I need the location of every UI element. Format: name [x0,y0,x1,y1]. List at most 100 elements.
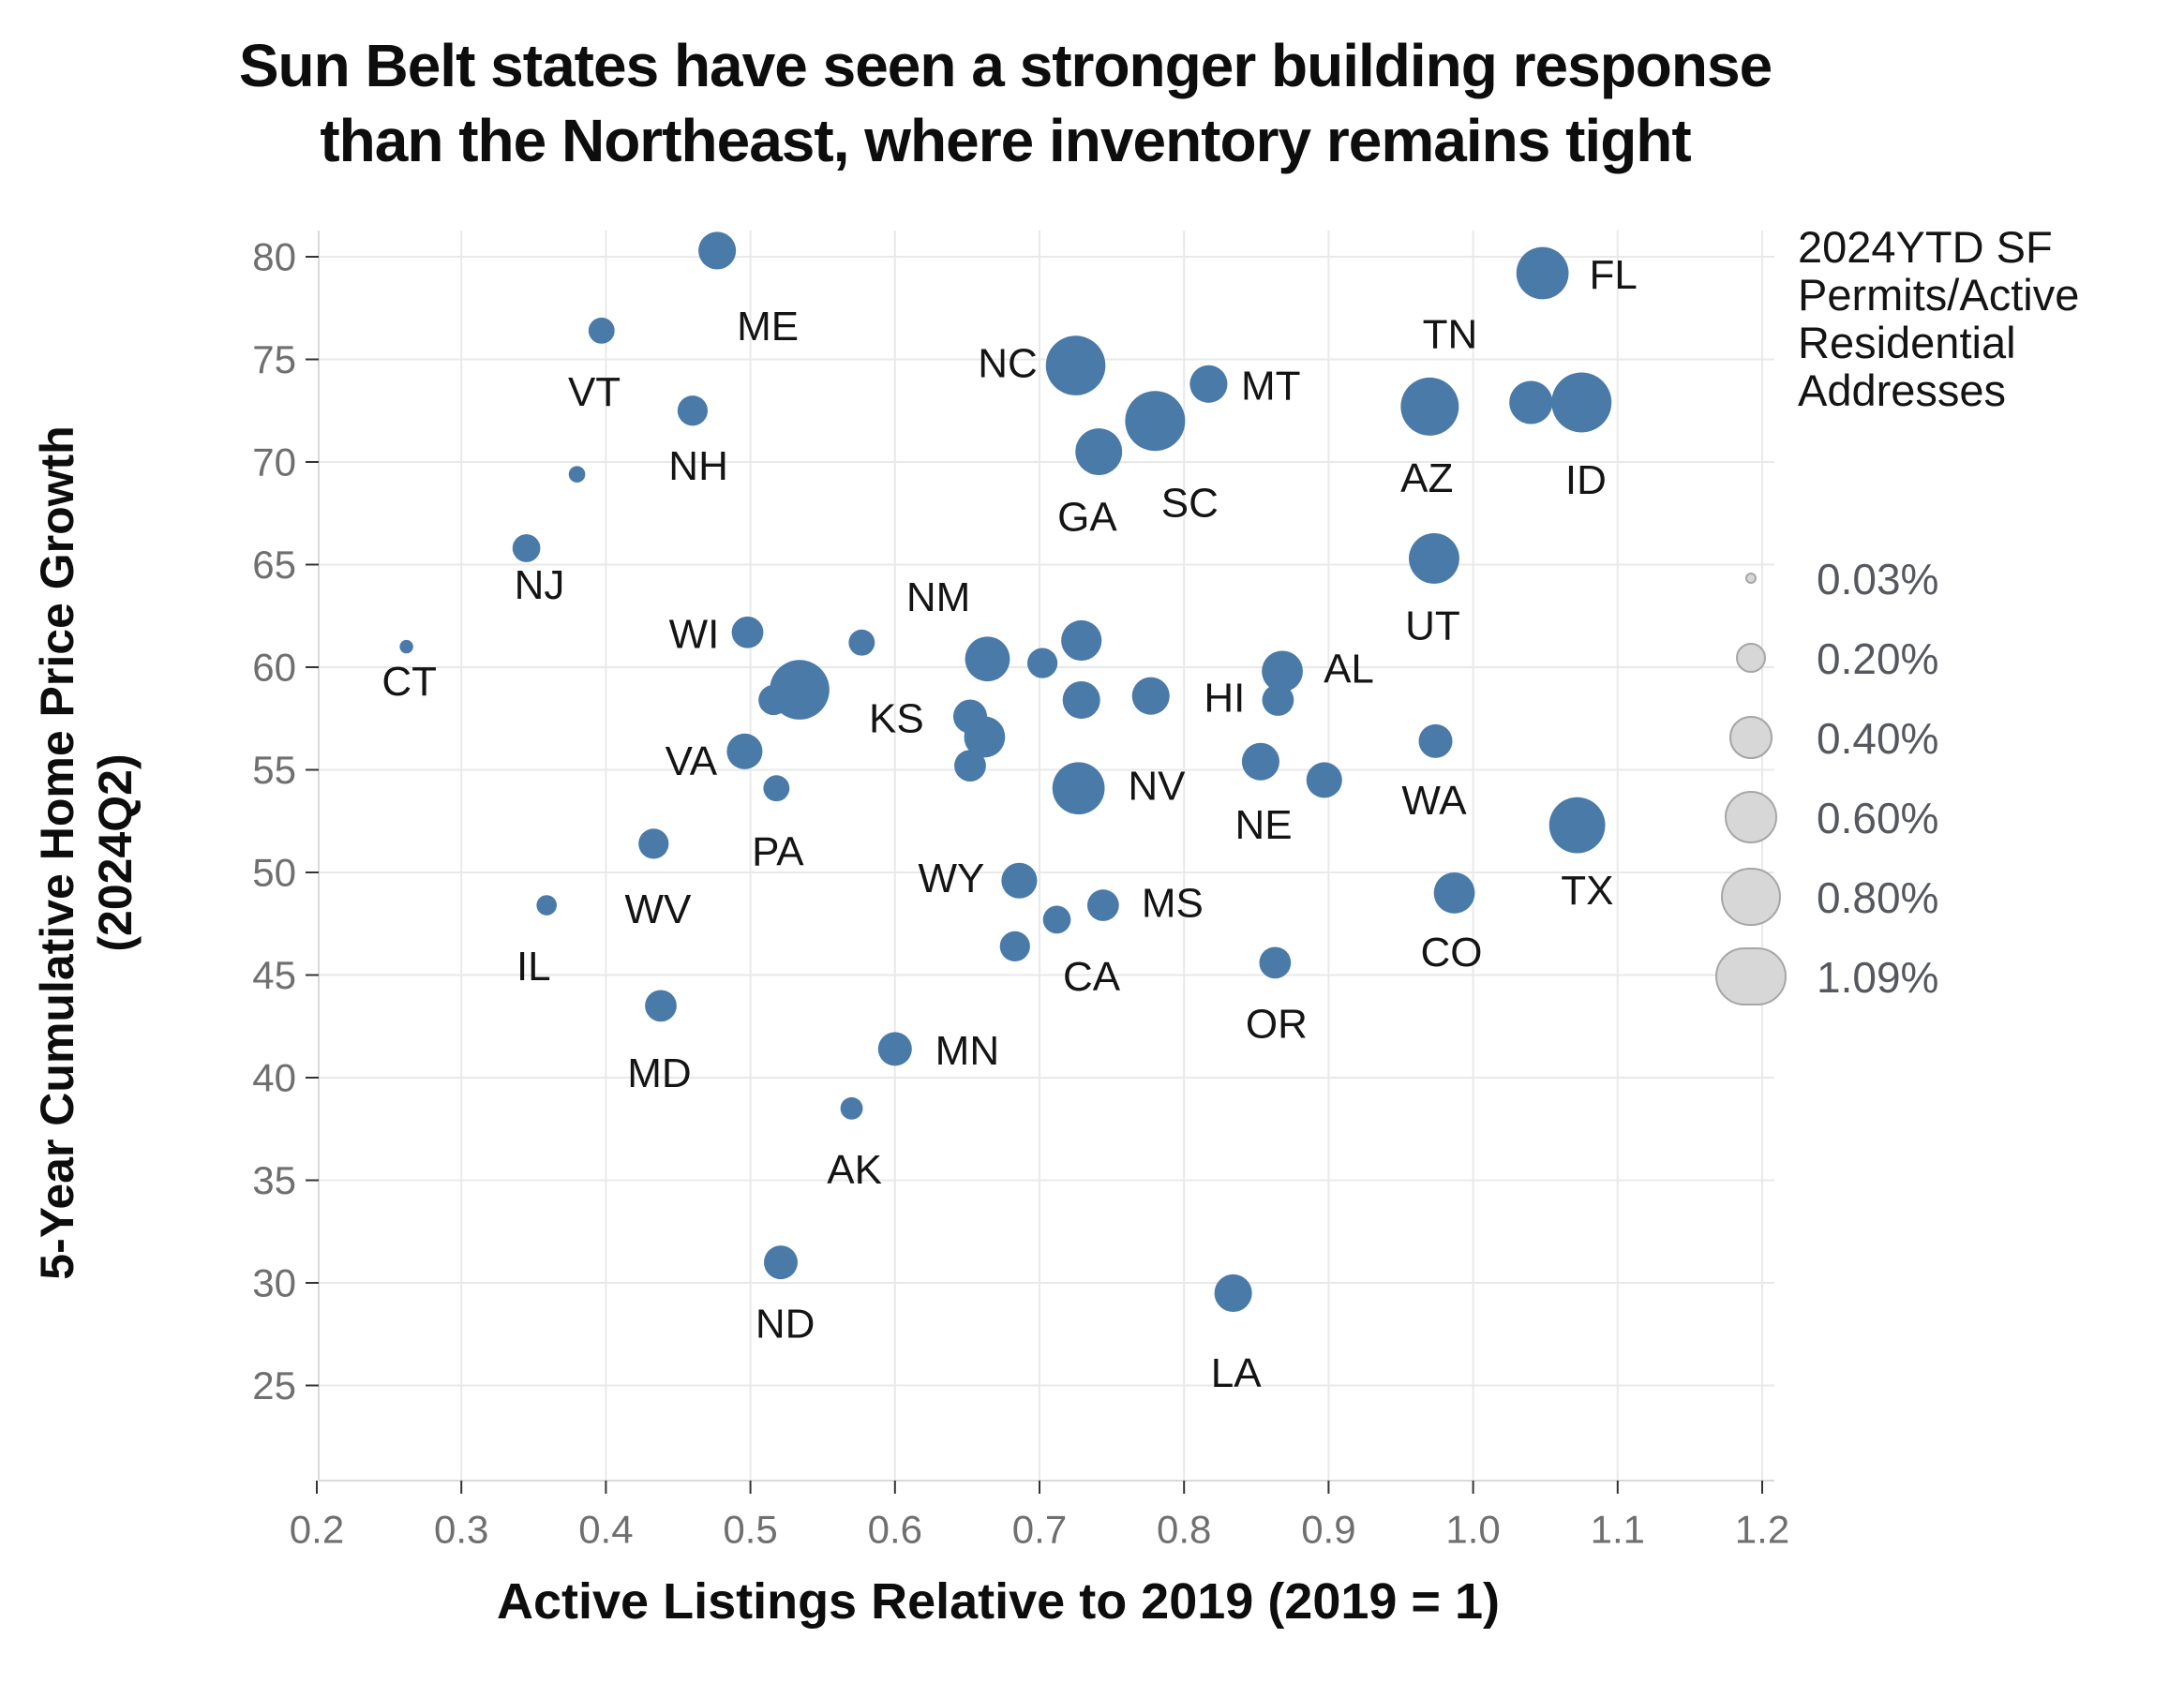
bubble-WA [1418,723,1453,758]
bubble-OR [1259,946,1292,979]
y-axis-title-line2: (2024Q2) [89,753,142,952]
bubble-unlabeled [1061,619,1102,662]
bubble-AL [1262,650,1303,693]
tick-label-y-80: 80 [252,235,296,279]
state-label-NC: NC [978,340,1038,386]
tick-label-x-0.5: 0.5 [723,1508,777,1552]
bubble-ID [1551,372,1612,433]
x-axis-title: Active Listings Relative to 2019 (2019 =… [497,1573,1500,1630]
bubble-MS [1086,889,1119,921]
tick-label-y-45: 45 [252,953,296,997]
chart-title-line2: than the Northeast, where inventory rema… [320,107,1691,174]
bubble-MD [645,990,677,1022]
state-label-VA: VA [666,738,718,784]
state-label-HI: HI [1204,675,1245,721]
legend-size-label-0.20%: 0.20% [1817,634,1939,683]
bubble-VT [588,317,615,344]
state-label-CA: CA [1063,954,1121,1000]
state-label-PA: PA [752,829,804,875]
bubble-unlabeled [1131,677,1170,715]
legend-size-circle-0.20% [1735,642,1767,674]
bubble-NE [1241,742,1279,781]
legend-size-label-0.80%: 0.80% [1817,873,1939,922]
tick-label-x-0.4: 0.4 [578,1508,633,1552]
legend-size-circle-0.60% [1725,791,1777,843]
bubble-CA [1042,905,1071,934]
bubble-FL [1516,246,1569,300]
bubble-NV [1052,762,1105,815]
bubble-GA [1075,428,1123,475]
tick-label-x-0.7: 0.7 [1012,1508,1067,1552]
tick-label-y-50: 50 [252,851,296,895]
bubble-AK [840,1096,863,1120]
legend-size-circle-0.80% [1720,868,1782,926]
legend-title-line3: Residential [1798,318,2016,367]
legend-size-circle-1.09% [1715,947,1787,1005]
tick-label-y-40: 40 [252,1056,296,1100]
state-label-ND: ND [755,1301,815,1347]
bubble-NC [1045,335,1106,395]
y-axis-title: 5-Year Cumulative Home Price Growth (202… [28,290,144,1415]
state-label-WI: WI [669,611,720,657]
bubble-ME [698,231,737,270]
state-label-NE: NE [1234,802,1292,848]
legend-title-line4: Addresses [1798,365,2007,415]
state-label-ME: ME [737,304,799,350]
legend-title-line2: Permits/Active [1798,270,2080,320]
bubble-AZ [1405,386,1455,436]
bubble-NM [965,636,1010,682]
state-label-FL: FL [1589,252,1637,298]
bubble-NJ [512,534,541,562]
bubble-WI [731,616,764,648]
bubble-ND [763,1245,798,1280]
state-label-ID: ID [1565,457,1607,503]
state-label-CT: CT [381,659,437,705]
bubble-LA [1214,1273,1252,1312]
tick-label-x-0.6: 0.6 [868,1508,922,1552]
bubble-unlabeled [1026,648,1058,678]
state-label-GA: GA [1057,495,1117,541]
tick-label-y-25: 25 [252,1363,296,1407]
state-label-MS: MS [1142,880,1204,926]
bubble-unlabeled [758,684,789,716]
bubble-WV [638,828,669,859]
state-label-NH: NH [668,443,728,489]
bubble-CO [1433,872,1475,914]
state-label-VT: VT [568,369,621,415]
legend-size-label-0.03%: 0.03% [1817,555,1939,603]
state-label-MN: MN [935,1028,999,1074]
tick-label-x-1.2: 1.2 [1735,1508,1789,1552]
bubble-KS [952,699,987,734]
state-label-AZ: AZ [1400,455,1453,501]
state-label-UT: UT [1405,603,1460,649]
tick-label-x-0.3: 0.3 [434,1508,488,1552]
bubble-unlabeled [848,629,875,656]
state-label-WV: WV [624,886,692,932]
state-label-NM: NM [906,574,970,620]
bubble-TX [1548,797,1606,854]
legend-size-label-0.60%: 0.60% [1817,794,1939,842]
state-label-IL: IL [516,944,551,990]
bubble-HI [1262,684,1294,716]
bubble-MN [877,1032,912,1066]
tick-label-x-1.1: 1.1 [1591,1508,1645,1552]
bubble-UT [1409,532,1459,584]
bubble-IL [536,895,557,916]
bubble-unlabeled [999,931,1030,961]
bubble-MT [1189,365,1228,403]
state-label-AK: AK [827,1147,882,1193]
bubble-PA [763,775,790,802]
legend-size-circle-0.03% [1744,572,1758,585]
state-label-NV: NV [1128,764,1186,810]
state-label-NJ: NJ [515,562,565,608]
y-axis-title-line1: 5-Year Cumulative Home Price Growth [31,425,83,1280]
state-label-CO: CO [1420,930,1482,976]
state-label-KS: KS [869,695,924,741]
state-label-WY: WY [918,856,984,901]
bubble-unlabeled [568,466,586,483]
tick-label-y-55: 55 [252,748,296,792]
tick-label-y-35: 35 [252,1158,296,1202]
bubble-NH [677,395,709,426]
bubble-SC [1125,391,1186,452]
